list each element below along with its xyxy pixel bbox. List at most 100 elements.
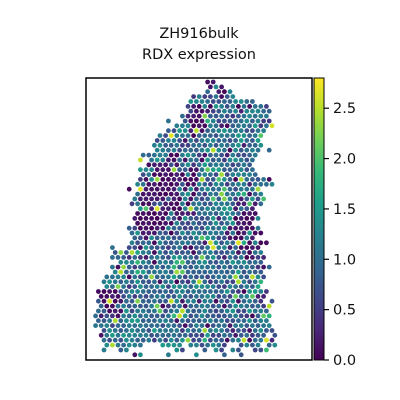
spot: [177, 303, 183, 309]
spot: [222, 323, 227, 328]
spot: [171, 235, 177, 241]
spot: [96, 318, 101, 324]
spot: [143, 255, 149, 260]
spot: [199, 206, 205, 212]
spot: [93, 313, 98, 319]
spot: [180, 201, 185, 207]
spot: [224, 269, 230, 275]
spot: [168, 318, 174, 324]
spot: [143, 264, 149, 270]
spot: [118, 318, 124, 324]
spot: [177, 284, 183, 289]
spot: [138, 245, 143, 251]
spot: [233, 138, 239, 143]
spot: [222, 313, 227, 319]
spot: [180, 308, 185, 314]
spot: [185, 201, 191, 207]
spot: [135, 289, 141, 294]
spot: [182, 147, 188, 153]
spot: [157, 337, 163, 343]
spot: [138, 216, 143, 221]
spot: [196, 162, 202, 168]
spot: [213, 191, 219, 197]
spot: [210, 128, 216, 134]
spot: [224, 152, 230, 158]
spot: [171, 332, 177, 338]
spot: [196, 269, 202, 275]
spot: [180, 337, 185, 343]
spot: [166, 245, 171, 251]
spot: [255, 118, 261, 124]
spot: [261, 264, 266, 270]
spot: [140, 318, 146, 324]
spot: [205, 157, 211, 163]
spot: [216, 264, 222, 270]
spot: [258, 104, 264, 109]
spot: [252, 152, 258, 158]
spot: [205, 167, 211, 173]
spot: [213, 279, 219, 285]
spot: [118, 298, 124, 304]
spot: [227, 216, 233, 221]
spot: [258, 250, 264, 255]
spot: [236, 152, 241, 158]
spot: [216, 255, 222, 260]
spot: [210, 313, 216, 319]
spot: [168, 142, 174, 148]
spot: [199, 255, 205, 260]
spot: [205, 255, 211, 260]
spot: [140, 172, 146, 178]
spot: [135, 201, 141, 207]
spot: [188, 323, 194, 328]
spot: [241, 142, 247, 148]
spot: [241, 220, 247, 226]
spot: [182, 118, 188, 124]
spot: [121, 313, 126, 319]
spot: [177, 128, 183, 134]
spot: [163, 308, 169, 314]
spot: [163, 142, 169, 148]
spot: [138, 284, 143, 289]
spot: [222, 225, 227, 231]
spot: [194, 235, 199, 241]
spot: [157, 308, 163, 314]
spot: [101, 308, 107, 314]
spot: [160, 342, 166, 348]
spot: [110, 294, 115, 299]
spot: [115, 342, 121, 348]
spot: [199, 99, 205, 104]
spot: [174, 240, 180, 246]
spot: [115, 255, 121, 260]
spot: [216, 323, 222, 328]
spot: [252, 191, 258, 197]
spot: [171, 147, 177, 153]
spot: [205, 303, 211, 309]
spot: [126, 332, 132, 338]
spot: [171, 138, 177, 143]
spot: [213, 240, 219, 246]
spot: [194, 284, 199, 289]
spot: [264, 104, 269, 109]
spot: [143, 186, 149, 192]
spot: [196, 133, 202, 139]
spot: [188, 342, 194, 348]
colorbar-tick-label: 0.0: [333, 353, 356, 369]
spot: [157, 142, 163, 148]
spot: [233, 313, 239, 319]
spot: [157, 328, 163, 333]
spot: [98, 294, 104, 299]
spot: [236, 162, 241, 168]
spot: [258, 347, 264, 353]
spot: [152, 259, 157, 265]
spot: [244, 157, 250, 163]
spot: [216, 157, 222, 163]
spot: [157, 162, 163, 168]
spot: [202, 230, 208, 236]
spot: [208, 113, 213, 119]
spot: [264, 347, 269, 353]
spot: [269, 181, 275, 187]
spot: [233, 332, 239, 338]
spot: [208, 104, 213, 109]
spot: [104, 323, 110, 328]
spot: [224, 259, 230, 265]
